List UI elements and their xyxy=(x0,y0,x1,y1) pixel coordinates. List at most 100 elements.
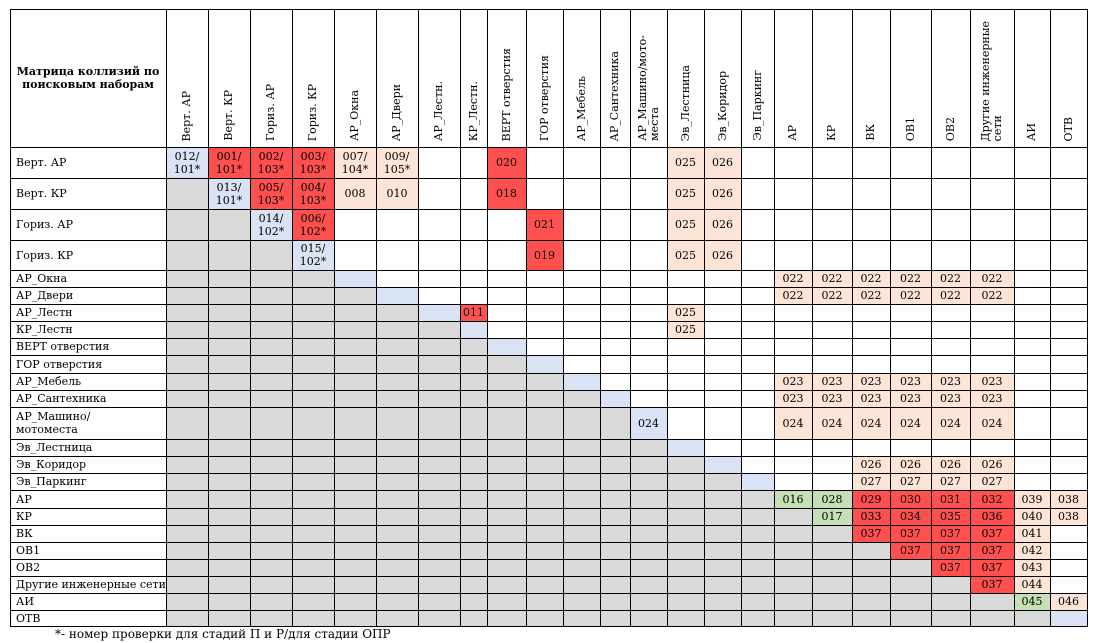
column-header-label: АР_Мебель xyxy=(574,75,588,141)
matrix-cell xyxy=(208,559,250,576)
column-header: Гориз. КР xyxy=(292,9,334,147)
matrix-cell xyxy=(563,338,600,355)
column-header: ВЕРТ отверстия xyxy=(487,9,526,147)
matrix-cell xyxy=(774,147,812,178)
check-code-cell: 037 xyxy=(890,542,931,559)
matrix-cell xyxy=(526,287,563,304)
matrix-cell xyxy=(812,473,852,490)
matrix-cell xyxy=(741,559,774,576)
matrix-cell xyxy=(704,593,741,610)
matrix-cell xyxy=(704,321,741,338)
matrix-cell xyxy=(667,407,704,439)
column-header: АР_Мебель xyxy=(563,9,600,147)
column-header: ОВ1 xyxy=(890,9,931,147)
matrix-cell xyxy=(741,321,774,338)
matrix-cell xyxy=(460,390,487,407)
matrix-cell xyxy=(292,576,334,593)
matrix-cell xyxy=(600,209,630,240)
check-code-cell: 025 xyxy=(667,209,704,240)
grid-line-vertical xyxy=(1087,9,1088,627)
matrix-cell xyxy=(166,321,208,338)
check-code-cell: 022 xyxy=(970,270,1014,287)
matrix-cell xyxy=(1050,390,1087,407)
matrix-cell xyxy=(812,355,852,373)
row-header: АР_Двери xyxy=(16,289,74,302)
matrix-cell xyxy=(166,287,208,304)
matrix-cell xyxy=(250,610,292,626)
matrix-cell xyxy=(250,456,292,473)
column-header-label: Гориз. КР xyxy=(306,83,319,141)
row-header: Верт. АР xyxy=(16,156,67,169)
matrix-cell xyxy=(1050,373,1087,390)
row-header: Другие инженерные сети xyxy=(16,578,166,591)
matrix-cell xyxy=(704,490,741,508)
matrix-cell xyxy=(1050,355,1087,373)
check-code-cell: 019 xyxy=(526,240,563,270)
matrix-cell xyxy=(1050,610,1087,626)
grid-line-vertical xyxy=(970,9,971,627)
check-code-cell: 026 xyxy=(704,209,741,240)
matrix-cell xyxy=(704,407,741,439)
matrix-cell xyxy=(563,240,600,270)
matrix-cell xyxy=(526,508,563,525)
check-code-cell: 012/ 101* xyxy=(166,147,208,178)
matrix-cell xyxy=(460,593,487,610)
matrix-cell xyxy=(1050,473,1087,490)
matrix-cell xyxy=(460,147,487,178)
check-code-cell: 023 xyxy=(812,373,852,390)
matrix-cell xyxy=(208,338,250,355)
matrix-cell xyxy=(667,373,704,390)
matrix-cell xyxy=(812,147,852,178)
matrix-cell xyxy=(812,610,852,626)
matrix-cell xyxy=(487,287,526,304)
matrix-cell xyxy=(487,373,526,390)
matrix-cell xyxy=(931,593,970,610)
check-code-cell: 018 xyxy=(487,178,526,209)
column-header: АР_Лестн. xyxy=(418,9,460,147)
matrix-cell xyxy=(334,390,376,407)
matrix-cell xyxy=(526,355,563,373)
row-header: Верт. КР xyxy=(16,187,67,200)
matrix-cell xyxy=(812,304,852,321)
matrix-cell xyxy=(487,456,526,473)
matrix-cell xyxy=(931,321,970,338)
column-header-label: Гориз. АР xyxy=(264,83,277,141)
matrix-cell xyxy=(970,593,1014,610)
matrix-cell xyxy=(334,270,376,287)
matrix-cell xyxy=(166,390,208,407)
matrix-cell xyxy=(376,610,418,626)
grid-line-horizontal xyxy=(10,508,1088,509)
grid-line-vertical xyxy=(487,9,488,627)
grid-line-vertical xyxy=(292,9,293,627)
matrix-cell xyxy=(166,355,208,373)
matrix-cell xyxy=(704,355,741,373)
column-header-label: Эв_Коридор xyxy=(715,70,729,141)
matrix-cell xyxy=(563,490,600,508)
matrix-cell xyxy=(600,407,630,439)
row-header: АР_Машино/ мотоместа xyxy=(16,410,91,436)
matrix-cell xyxy=(208,390,250,407)
matrix-cell xyxy=(487,355,526,373)
check-code-cell: 022 xyxy=(774,270,812,287)
matrix-cell xyxy=(460,610,487,626)
grid-line-vertical xyxy=(852,9,853,627)
matrix-cell xyxy=(208,287,250,304)
matrix-cell xyxy=(1050,147,1087,178)
grid-line-horizontal xyxy=(10,270,1088,271)
matrix-cell xyxy=(208,456,250,473)
matrix-cell xyxy=(487,576,526,593)
matrix-cell xyxy=(600,373,630,390)
matrix-cell xyxy=(460,287,487,304)
matrix-cell xyxy=(166,576,208,593)
row-header: ОВ1 xyxy=(16,544,41,557)
row-header: КР_Лестн xyxy=(16,323,73,336)
matrix-cell xyxy=(774,576,812,593)
matrix-cell xyxy=(630,270,667,287)
matrix-cell xyxy=(1050,559,1087,576)
matrix-cell xyxy=(774,508,812,525)
matrix-cell xyxy=(250,559,292,576)
check-code-cell: 042 xyxy=(1014,542,1050,559)
matrix-cell xyxy=(563,373,600,390)
matrix-cell xyxy=(250,270,292,287)
